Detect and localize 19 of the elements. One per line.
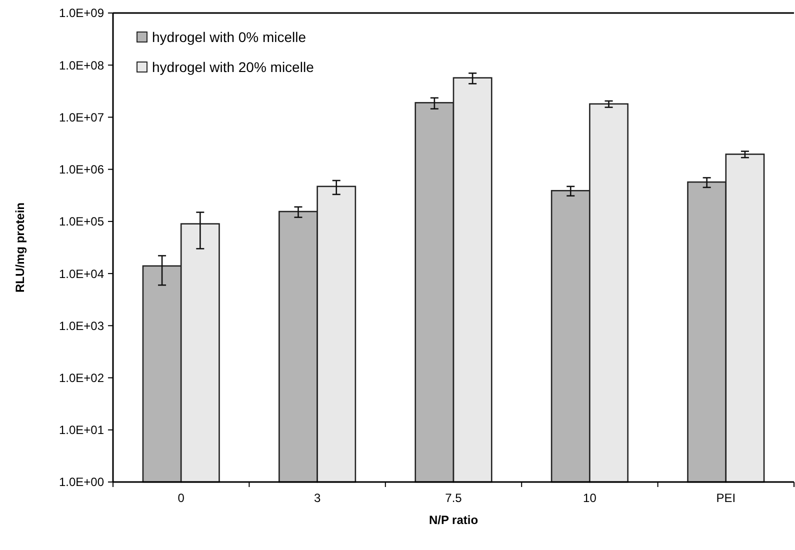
legend-label: hydrogel with 0% micelle <box>152 28 306 45</box>
y-tick-label: 1.0E+00 <box>58 475 104 490</box>
y-tick-label: 1.0E+04 <box>58 266 104 281</box>
y-tick-label: 1.0E+07 <box>58 110 104 124</box>
x-tick-label: 7.5 <box>445 491 462 505</box>
y-tick-label: 1.0E+08 <box>58 58 104 72</box>
x-tick-label: PEI <box>716 491 736 505</box>
y-axis-title: RLU/mg protein <box>13 202 27 292</box>
y-tick-label: 1.0E+01 <box>58 423 104 438</box>
x-tick-label: 0 <box>178 491 185 505</box>
y-tick-label: 1.0E+09 <box>58 6 104 20</box>
x-tick-label: 3 <box>314 491 321 505</box>
x-axis-title: N/P ratio <box>428 513 478 527</box>
y-tick-label: 1.0E+02 <box>58 370 104 385</box>
y-tick-label: 1.0E+05 <box>58 214 104 229</box>
y-tick-label: 1.0E+06 <box>58 162 104 177</box>
y-tick-label: 1.0E+03 <box>58 318 104 333</box>
x-tick-label: 10 <box>583 491 597 505</box>
legend-label: hydrogel with 20% micelle <box>152 58 314 75</box>
